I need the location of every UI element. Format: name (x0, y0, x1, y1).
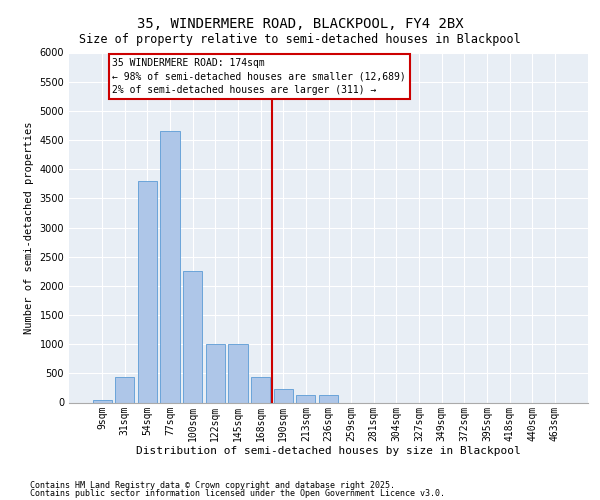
Text: 35, WINDERMERE ROAD, BLACKPOOL, FY4 2BX: 35, WINDERMERE ROAD, BLACKPOOL, FY4 2BX (137, 18, 463, 32)
Y-axis label: Number of semi-detached properties: Number of semi-detached properties (24, 121, 34, 334)
Bar (138, 181, 157, 402)
Text: Contains HM Land Registry data © Crown copyright and database right 2025.: Contains HM Land Registry data © Crown c… (30, 480, 395, 490)
Bar (319, 395, 338, 402)
X-axis label: Distribution of semi-detached houses by size in Blackpool: Distribution of semi-detached houses by … (136, 446, 521, 456)
Bar (296, 395, 316, 402)
Bar (183, 271, 202, 402)
Text: Size of property relative to semi-detached houses in Blackpool: Size of property relative to semi-detach… (79, 32, 521, 46)
Bar (251, 378, 270, 402)
Bar (229, 344, 248, 403)
Text: Contains public sector information licensed under the Open Government Licence v3: Contains public sector information licen… (30, 489, 445, 498)
Text: 35 WINDERMERE ROAD: 174sqm
← 98% of semi-detached houses are smaller (12,689)
2%: 35 WINDERMERE ROAD: 174sqm ← 98% of semi… (112, 58, 406, 94)
Bar (274, 389, 293, 402)
Bar (206, 344, 225, 403)
Bar (92, 400, 112, 402)
Bar (115, 378, 134, 402)
Bar (160, 131, 180, 402)
